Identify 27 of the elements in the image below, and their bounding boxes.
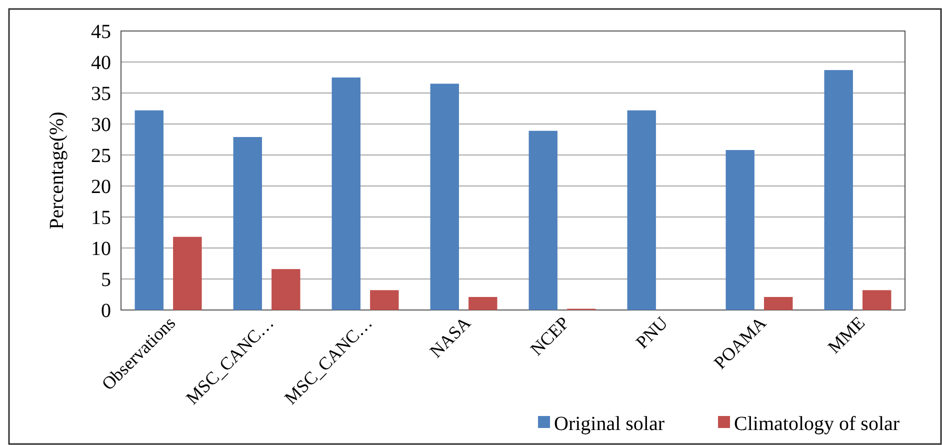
bar	[528, 130, 558, 310]
y-tick-label: 40	[91, 52, 111, 74]
bar	[233, 137, 262, 310]
y-axis-title: Percentage(%)	[46, 112, 68, 230]
legend-label: Climatology of solar	[734, 413, 900, 435]
y-tick-label: 45	[91, 21, 111, 43]
bar	[272, 269, 300, 310]
y-tick-label: 35	[91, 83, 111, 105]
bar	[824, 70, 853, 310]
y-tick-label: 20	[91, 176, 111, 198]
y-tick-label: 25	[91, 145, 111, 167]
y-tick-label: 0	[101, 300, 111, 322]
bar	[726, 150, 754, 310]
y-tick-label: 10	[91, 238, 111, 260]
bar	[134, 110, 164, 310]
bar	[764, 296, 793, 310]
y-tick-label: 30	[91, 114, 111, 136]
bar	[332, 78, 360, 310]
bar	[430, 84, 459, 310]
bar	[627, 110, 656, 310]
bar	[468, 296, 498, 310]
bar	[862, 290, 892, 310]
y-tick-label: 5	[101, 269, 111, 291]
bar	[370, 290, 399, 310]
bar	[173, 236, 202, 310]
legend-label: Original solar	[554, 413, 665, 435]
y-tick-label: 15	[91, 207, 111, 229]
